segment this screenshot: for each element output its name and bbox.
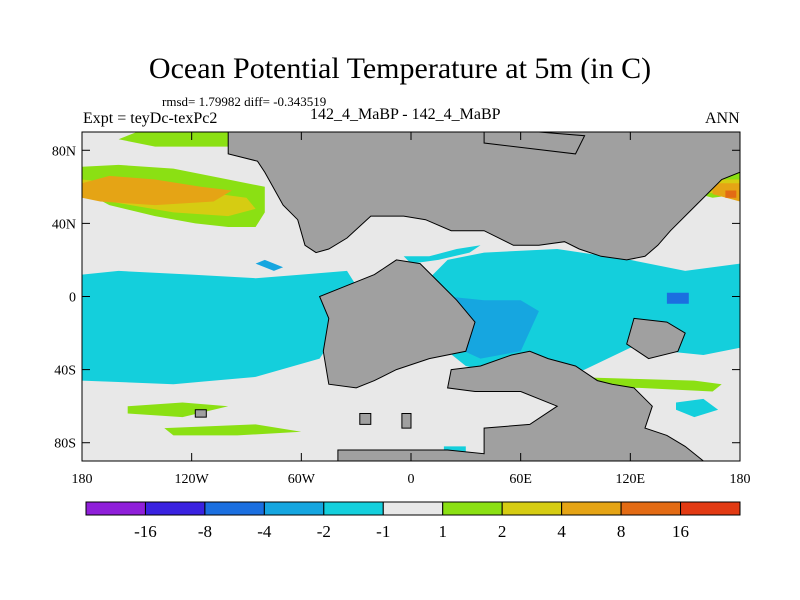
land-mass	[337, 350, 705, 461]
colorbar-swatch	[561, 501, 622, 516]
case-label: 142_4_MaBP - 142_4_MaBP	[310, 106, 501, 123]
colorbar-swatch	[620, 501, 682, 516]
colorbar: -16 -8 -4 -2 -1 1 2 4 8 16	[85, 501, 741, 541]
anomaly-region-cool_m4_m8	[666, 292, 689, 304]
x-tick-label: 180	[72, 472, 93, 487]
colorbar-label: -8	[198, 522, 212, 541]
y-tick-label: 40N	[52, 217, 76, 232]
land-mass	[227, 132, 740, 261]
colorbar-swatch	[204, 501, 265, 516]
map-plot	[82, 132, 740, 461]
colorbar-swatch	[323, 501, 384, 516]
land-mass	[626, 317, 686, 360]
colorbar-label: 4	[557, 522, 566, 541]
land-mass	[194, 409, 207, 418]
x-tick-label: 120W	[175, 472, 210, 487]
colorbar-label: -4	[257, 522, 272, 541]
colorbar-swatch	[680, 501, 741, 516]
x-tick-label: 60W	[288, 472, 316, 487]
land-mass	[359, 413, 372, 425]
x-tick-label: 60E	[509, 472, 532, 487]
land-mass	[401, 413, 412, 429]
anomaly-region-warm_2_4	[164, 424, 302, 436]
chart-title: Ocean Potential Temperature at 5m (in C)	[148, 52, 652, 85]
colorbar-swatch	[382, 501, 444, 516]
x-tick-label: 0	[408, 472, 415, 487]
colorbar-swatch	[85, 501, 146, 516]
season-label: ANN	[705, 110, 740, 127]
colorbar-label: 2	[498, 522, 507, 541]
anomaly-region-cool_m1_m2	[82, 270, 357, 385]
colorbar-swatch	[442, 501, 503, 516]
y-tick-label: 40S	[54, 364, 76, 379]
colorbar-swatch	[263, 501, 325, 516]
y-tick-label: 0	[69, 291, 76, 306]
anomaly-region-cool_m2_m4	[255, 259, 284, 271]
experiment-label: Expt = teyDc-texPc2	[83, 110, 218, 127]
colorbar-label: 1	[438, 522, 447, 541]
anomaly-region-warm_8_16	[82, 175, 232, 206]
y-tick-label: 80N	[52, 144, 76, 159]
x-tick-label: 180	[730, 472, 751, 487]
colorbar-label: 8	[617, 522, 626, 541]
colorbar-label: -1	[376, 522, 390, 541]
land-mass	[318, 259, 476, 389]
colorbar-swatch	[144, 501, 206, 516]
x-tick-label: 120E	[616, 472, 646, 487]
colorbar-label: 16	[672, 522, 689, 541]
anomaly-region-cool_m1_m2	[403, 245, 481, 264]
colorbar-swatch	[501, 501, 563, 516]
stats-text: rmsd= 1.79982 diff= -0.343519	[162, 94, 327, 109]
colorbar-label: -16	[134, 522, 157, 541]
y-tick-label: 80S	[54, 437, 76, 452]
anomaly-region-warm_gt_16	[725, 190, 737, 198]
anomaly-region-warm_2_4	[127, 402, 229, 418]
anomaly-region-cool_m2_m4	[498, 303, 525, 326]
colorbar-label: -2	[317, 522, 331, 541]
axes: 180 120W 60W 0 60E 120E 180 80N 40N 0 40S 80S	[52, 132, 751, 487]
anomaly-region-cool_m1_m2	[676, 398, 719, 418]
